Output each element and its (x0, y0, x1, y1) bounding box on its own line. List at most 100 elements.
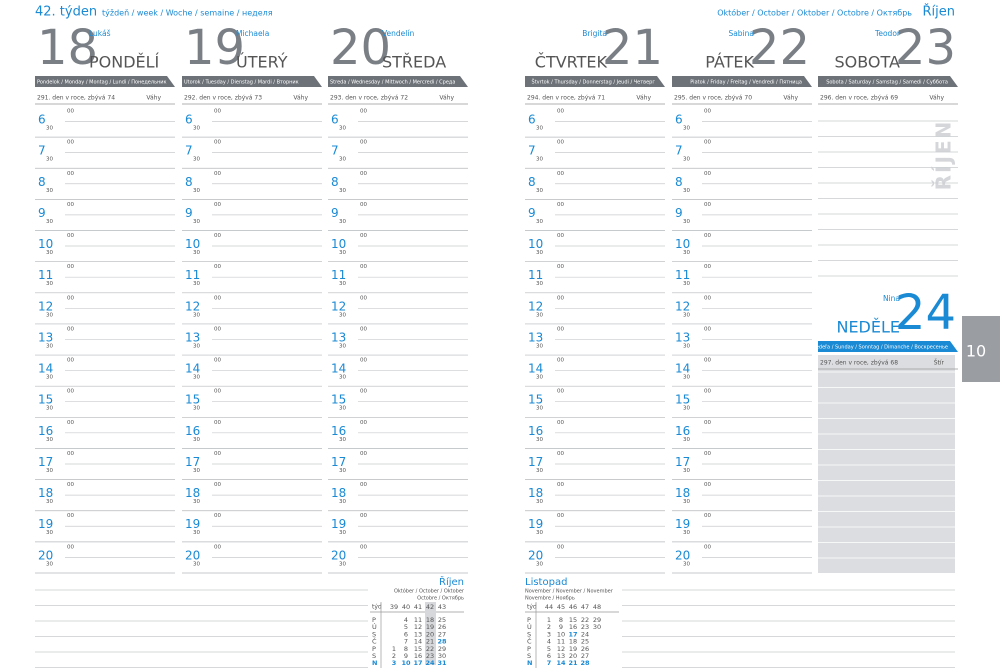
hour-label: 13 (331, 330, 346, 344)
day-number: 18 (37, 20, 98, 76)
minute-label: 30 (193, 157, 200, 163)
minute-label: 30 (683, 437, 690, 443)
day-name: STŘEDA (382, 53, 446, 72)
minute-label: 00 (67, 264, 74, 270)
day-langs: Piatok / Friday / Freitag / Vendredi / П… (690, 80, 802, 86)
hour-label: 19 (185, 517, 200, 531)
minute-label: 30 (46, 530, 53, 536)
hour-label: 10 (675, 237, 690, 251)
minute-label: 30 (193, 250, 200, 256)
hour-label: 14 (528, 362, 543, 376)
day-strip (818, 341, 958, 352)
date: 30 (438, 652, 446, 660)
minute-label: 00 (704, 326, 711, 332)
minute-label: 00 (557, 420, 564, 426)
minute-label: 00 (704, 295, 711, 301)
date: 27 (581, 652, 589, 660)
minute-label: 00 (704, 389, 711, 395)
day-strip (182, 76, 322, 87)
hour-label: 18 (331, 486, 346, 500)
minute-label: 30 (193, 499, 200, 505)
date: 7 (547, 659, 552, 667)
minute-label: 30 (536, 312, 543, 318)
minute-label: 00 (214, 389, 221, 395)
hour-label: 17 (38, 455, 53, 469)
hour-label: 9 (38, 206, 46, 220)
hour-label: 6 (38, 113, 46, 127)
nameday: Sabina (728, 29, 754, 38)
minute-label: 00 (360, 171, 367, 177)
calendar-subtitle: November / November / November (525, 589, 614, 595)
minute-label: 30 (339, 343, 346, 349)
zodiac: Váhy (929, 95, 944, 102)
minute-label: 30 (46, 157, 53, 163)
minute-label: 30 (193, 219, 200, 225)
day-langs: Utorok / Tuesday / Dienstag / Mardi / Вт… (184, 80, 299, 86)
date: 29 (438, 645, 446, 653)
minute-label: 00 (360, 202, 367, 208)
minute-label: 00 (360, 420, 367, 426)
minute-label: 00 (360, 233, 367, 239)
day-info: 291. den v roce, zbývá 74 (37, 95, 115, 102)
minute-label: 30 (339, 499, 346, 505)
date: 1 (547, 616, 551, 624)
minute-label: 30 (193, 312, 200, 318)
weekday: P (527, 645, 531, 653)
hour-label: 12 (331, 299, 346, 313)
minute-label: 00 (704, 420, 711, 426)
nameday: Michaela (236, 29, 269, 38)
minute-label: 30 (46, 468, 53, 474)
date: 20 (569, 652, 577, 660)
hour-label: 8 (528, 175, 536, 189)
date: 25 (438, 616, 446, 624)
minute-label: 00 (704, 109, 711, 115)
day-number: 22 (749, 20, 810, 76)
minute-label: 00 (67, 140, 74, 146)
date: 24 (425, 659, 435, 667)
hour-label: 14 (331, 362, 346, 376)
minute-label: 00 (704, 482, 711, 488)
hour-label: 10 (38, 237, 53, 251)
month-langs: Október / October / Oktober / Octobre / … (717, 8, 912, 18)
day-info: 293. den v roce, zbývá 72 (330, 95, 408, 102)
date: 10 (401, 659, 411, 667)
minute-label: 30 (683, 157, 690, 163)
hour-label: 14 (38, 362, 53, 376)
hour-label: 12 (528, 299, 543, 313)
minute-label: 00 (557, 171, 564, 177)
date: 22 (426, 645, 434, 653)
hour-label: 17 (528, 455, 543, 469)
day-name: SOBOTA (834, 53, 900, 72)
week-number: 42. týden (35, 5, 97, 20)
hour-label: 11 (185, 268, 200, 282)
minute-label: 30 (46, 406, 53, 412)
minute-label: 00 (557, 358, 564, 364)
calendar-title: Říjen (439, 575, 464, 588)
calendar-subtitle: Október / October / Oktober (394, 588, 465, 595)
minute-label: 00 (67, 358, 74, 364)
minute-label: 30 (536, 250, 543, 256)
date: 28 (580, 659, 590, 667)
minute-label: 30 (339, 250, 346, 256)
hour-label: 10 (185, 237, 200, 251)
minute-label: 30 (536, 499, 543, 505)
month-name: Říjen (923, 4, 956, 20)
minute-label: 00 (704, 544, 711, 550)
hour-label: 18 (675, 486, 690, 500)
date: 5 (547, 645, 551, 653)
date: 30 (593, 623, 601, 631)
date: 21 (568, 659, 578, 667)
hour-label: 13 (38, 330, 53, 344)
minute-label: 30 (46, 343, 53, 349)
minute-label: 00 (214, 171, 221, 177)
hour-label: 16 (331, 424, 346, 438)
hour-label: 17 (185, 455, 200, 469)
date: 12 (414, 623, 422, 631)
minute-label: 00 (360, 544, 367, 550)
minute-label: 00 (704, 451, 711, 457)
minute-label: 30 (193, 375, 200, 381)
hour-label: 15 (185, 393, 200, 407)
minute-label: 30 (46, 499, 53, 505)
date: 18 (426, 616, 434, 624)
